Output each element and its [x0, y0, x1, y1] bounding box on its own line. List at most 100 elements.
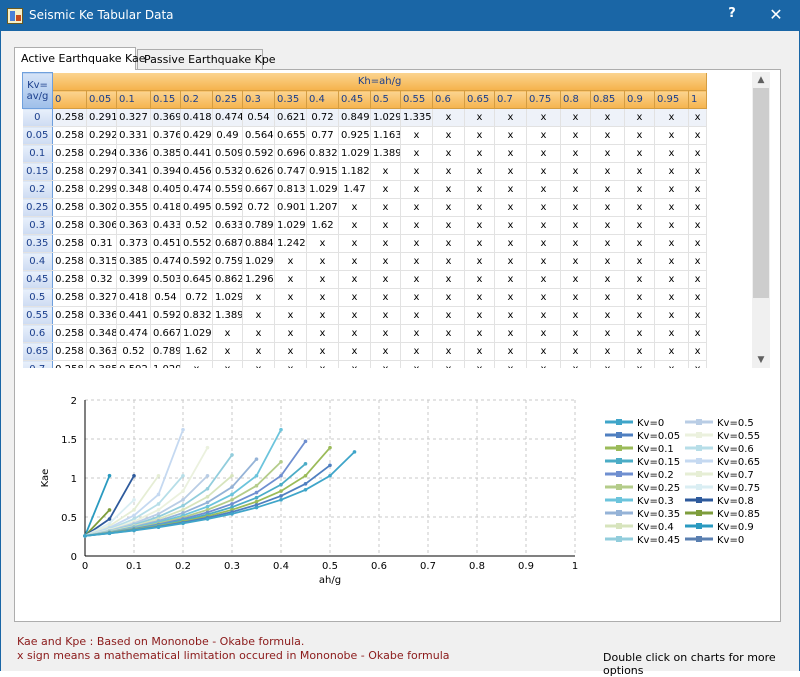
table-cell[interactable]: x — [560, 270, 591, 289]
column-header[interactable]: 0.6 — [432, 90, 465, 109]
table-cell[interactable]: x — [560, 108, 591, 127]
table-cell[interactable]: 1.335 — [400, 108, 433, 127]
table-cell[interactable]: 0.474 — [212, 108, 243, 127]
table-cell[interactable]: x — [494, 252, 527, 271]
table-cell[interactable]: x — [590, 162, 625, 181]
table-cell[interactable]: x — [400, 234, 433, 253]
table-cell[interactable]: 0.327 — [116, 108, 151, 127]
column-header[interactable]: 0.2 — [180, 90, 213, 109]
table-cell[interactable]: 0.258 — [52, 342, 87, 361]
table-cell[interactable]: 0.49 — [212, 126, 243, 145]
table-cell[interactable]: x — [624, 198, 655, 217]
table-cell[interactable]: 0.52 — [180, 216, 213, 235]
table-cell[interactable]: x — [624, 342, 655, 361]
row-header[interactable]: 0.4 — [22, 252, 53, 271]
column-header[interactable]: 0.4 — [306, 90, 339, 109]
table-cell[interactable]: 0.509 — [212, 144, 243, 163]
column-header[interactable]: 1 — [688, 90, 708, 109]
table-cell[interactable]: 0.633 — [212, 216, 243, 235]
table-cell[interactable]: 0.532 — [212, 162, 243, 181]
table-cell[interactable]: x — [526, 144, 561, 163]
table-cell[interactable]: 0.592 — [116, 360, 151, 368]
table-cell[interactable]: x — [526, 270, 561, 289]
grid-scrollbar[interactable]: ▲ ▼ — [752, 72, 770, 368]
table-cell[interactable]: x — [526, 252, 561, 271]
table-cell[interactable]: x — [400, 342, 433, 361]
column-header[interactable]: 0.45 — [338, 90, 371, 109]
scroll-down-icon[interactable]: ▼ — [757, 355, 765, 365]
table-row[interactable]: 0.6 0.258 0.348 0.474 0.667 1.029 x x x x x x x x x x x x… — [22, 324, 708, 343]
table-cell[interactable]: x — [432, 270, 465, 289]
table-cell[interactable]: x — [400, 324, 433, 343]
table-cell[interactable]: x — [432, 180, 465, 199]
column-header[interactable]: 0.1 — [116, 90, 151, 109]
table-cell[interactable]: 0.441 — [116, 306, 151, 325]
table-cell[interactable]: 0.813 — [274, 180, 307, 199]
table-cell[interactable]: x — [494, 126, 527, 145]
table-cell[interactable]: 0.418 — [150, 198, 181, 217]
table-cell[interactable]: x — [306, 360, 339, 368]
table-row[interactable]: 0.65 0.258 0.363 0.52 0.789 1.62 x x x x x x x x x x x x x… — [22, 342, 708, 361]
table-cell[interactable]: x — [464, 108, 495, 127]
table-cell[interactable]: x — [654, 144, 689, 163]
table-cell[interactable]: 0.399 — [116, 270, 151, 289]
table-cell[interactable]: 0.667 — [150, 324, 181, 343]
table-cell[interactable]: 0.687 — [212, 234, 243, 253]
table-cell[interactable]: x — [688, 306, 708, 325]
table-cell[interactable]: 0.592 — [180, 252, 213, 271]
table-cell[interactable]: 1.62 — [306, 216, 339, 235]
table-cell[interactable]: x — [464, 306, 495, 325]
table-cell[interactable]: x — [370, 216, 401, 235]
table-cell[interactable]: x — [432, 288, 465, 307]
table-cell[interactable]: x — [590, 180, 625, 199]
table-cell[interactable]: x — [338, 198, 371, 217]
table-cell[interactable]: 0.667 — [242, 180, 275, 199]
column-header[interactable]: 0 — [52, 90, 87, 109]
table-cell[interactable]: 1.242 — [274, 234, 307, 253]
table-cell[interactable]: 0.369 — [150, 108, 181, 127]
table-cell[interactable]: x — [526, 234, 561, 253]
table-cell[interactable]: 0.832 — [180, 306, 213, 325]
table-cell[interactable]: 0.258 — [52, 198, 87, 217]
table-cell[interactable]: x — [688, 252, 708, 271]
table-cell[interactable]: x — [526, 108, 561, 127]
table-cell[interactable]: x — [560, 198, 591, 217]
table-cell[interactable]: 0.258 — [52, 126, 87, 145]
table-cell[interactable]: x — [560, 252, 591, 271]
table-cell[interactable]: 0.626 — [242, 162, 275, 181]
table-cell[interactable]: x — [526, 288, 561, 307]
table-cell[interactable]: 1.182 — [338, 162, 371, 181]
table-cell[interactable]: x — [370, 234, 401, 253]
table-cell[interactable]: x — [494, 306, 527, 325]
table-cell[interactable]: x — [688, 144, 708, 163]
table-cell[interactable]: x — [624, 324, 655, 343]
table-cell[interactable]: x — [624, 108, 655, 127]
row-header[interactable]: 0.45 — [22, 270, 53, 289]
table-cell[interactable]: x — [494, 342, 527, 361]
table-cell[interactable]: x — [274, 342, 307, 361]
table-cell[interactable]: x — [464, 144, 495, 163]
table-cell[interactable]: x — [654, 252, 689, 271]
table-cell[interactable]: x — [494, 360, 527, 368]
table-cell[interactable]: 1.47 — [338, 180, 371, 199]
table-cell[interactable]: x — [370, 306, 401, 325]
table-cell[interactable]: x — [432, 324, 465, 343]
table-cell[interactable]: x — [560, 342, 591, 361]
table-row[interactable]: 0.4 0.258 0.315 0.385 0.474 0.592 0.759 1.029 x x… — [22, 252, 708, 271]
table-cell[interactable]: 0.862 — [212, 270, 243, 289]
table-cell[interactable]: x — [654, 324, 689, 343]
table-cell[interactable]: x — [624, 360, 655, 368]
table-cell[interactable]: x — [242, 360, 275, 368]
table-cell[interactable]: 0.297 — [86, 162, 117, 181]
table-cell[interactable]: 0.258 — [52, 144, 87, 163]
table-cell[interactable]: x — [590, 324, 625, 343]
table-cell[interactable]: x — [526, 216, 561, 235]
table-cell[interactable]: x — [400, 144, 433, 163]
table-cell[interactable]: 1.029 — [274, 216, 307, 235]
table-cell[interactable]: 0.258 — [52, 324, 87, 343]
table-cell[interactable]: x — [560, 234, 591, 253]
table-cell[interactable]: x — [624, 144, 655, 163]
table-cell[interactable]: x — [688, 180, 708, 199]
close-icon[interactable]: ✕ — [769, 5, 783, 24]
table-cell[interactable]: x — [654, 198, 689, 217]
